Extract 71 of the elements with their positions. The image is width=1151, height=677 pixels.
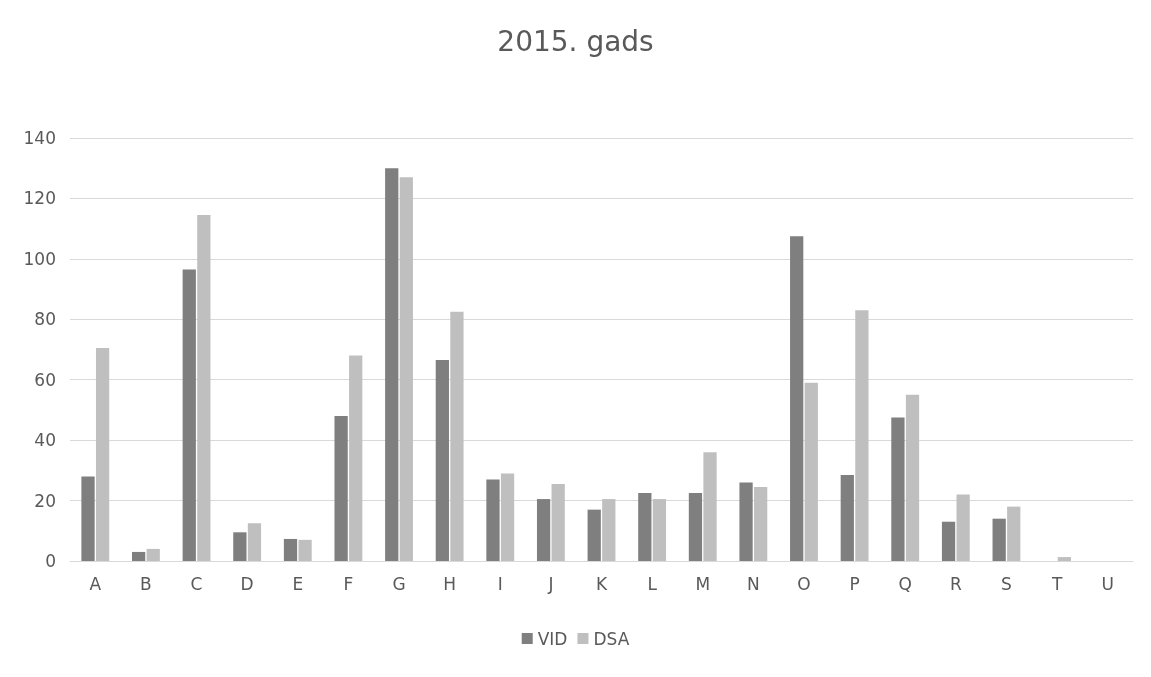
bar <box>283 538 298 561</box>
bar <box>95 347 110 561</box>
x-tick-label: H <box>443 573 457 594</box>
bar <box>182 269 196 561</box>
bar <box>486 479 500 561</box>
x-tick-label: K <box>595 573 608 594</box>
bar <box>992 518 1006 561</box>
bar <box>334 415 348 561</box>
bar <box>197 215 211 561</box>
bar <box>247 523 262 561</box>
y-tick-label: 80 <box>34 309 56 330</box>
bar <box>587 509 601 561</box>
bar <box>81 476 95 561</box>
bar <box>399 177 413 561</box>
legend-label: DSA <box>593 628 630 649</box>
x-tick-label: A <box>89 573 102 594</box>
bar <box>349 355 363 561</box>
x-tick-label: R <box>949 573 962 594</box>
bar <box>891 417 905 561</box>
bar <box>956 494 970 561</box>
bar <box>500 473 515 561</box>
x-tick-label: P <box>849 573 860 594</box>
y-tick-label: 20 <box>34 490 56 511</box>
bar <box>855 310 869 561</box>
y-tick-label: 0 <box>45 551 56 571</box>
x-tick-label: S <box>1001 573 1012 594</box>
x-tick-label: E <box>292 573 304 594</box>
bar <box>688 493 703 561</box>
y-tick-label: 40 <box>34 430 56 451</box>
legend-label: VID <box>537 628 568 649</box>
bar <box>435 360 449 561</box>
x-tick-label: U <box>1101 573 1114 594</box>
x-tick-label: M <box>695 573 711 594</box>
y-tick-label: 140 <box>23 128 56 148</box>
bar <box>638 493 652 561</box>
x-tick-label: F <box>343 573 354 594</box>
bar <box>233 532 247 561</box>
bar <box>905 394 920 561</box>
x-tick-label: L <box>647 573 658 594</box>
x-tick-label: J <box>547 573 554 594</box>
bar <box>132 551 146 561</box>
bar <box>790 236 804 561</box>
y-tick-label: 100 <box>23 248 56 269</box>
x-tick-label: C <box>190 573 203 594</box>
bar <box>602 499 616 561</box>
bar <box>298 539 312 561</box>
bar <box>652 499 667 561</box>
bar <box>840 474 854 561</box>
bar <box>385 168 399 561</box>
x-tick-label: Q <box>898 573 912 594</box>
bar <box>703 452 717 561</box>
bar <box>450 311 464 561</box>
x-tick-label: T <box>1050 573 1063 594</box>
bar <box>804 382 818 561</box>
bar <box>941 521 956 561</box>
bar <box>739 482 753 561</box>
bar <box>754 486 768 561</box>
y-tick-label: 60 <box>34 369 56 390</box>
x-tick-label: D <box>240 573 254 594</box>
x-tick-label: B <box>140 573 152 594</box>
bar <box>1057 557 1071 561</box>
x-tick-label: I <box>497 573 503 594</box>
x-tick-label: G <box>392 573 406 594</box>
y-tick-label: 120 <box>23 188 56 209</box>
bar <box>146 548 160 561</box>
bar <box>1007 506 1021 561</box>
x-tick-label: N <box>747 573 760 594</box>
chart-title: 2015. gads <box>497 24 654 58</box>
bar <box>551 483 565 561</box>
x-tick-label: O <box>797 573 811 594</box>
bar <box>536 499 551 561</box>
